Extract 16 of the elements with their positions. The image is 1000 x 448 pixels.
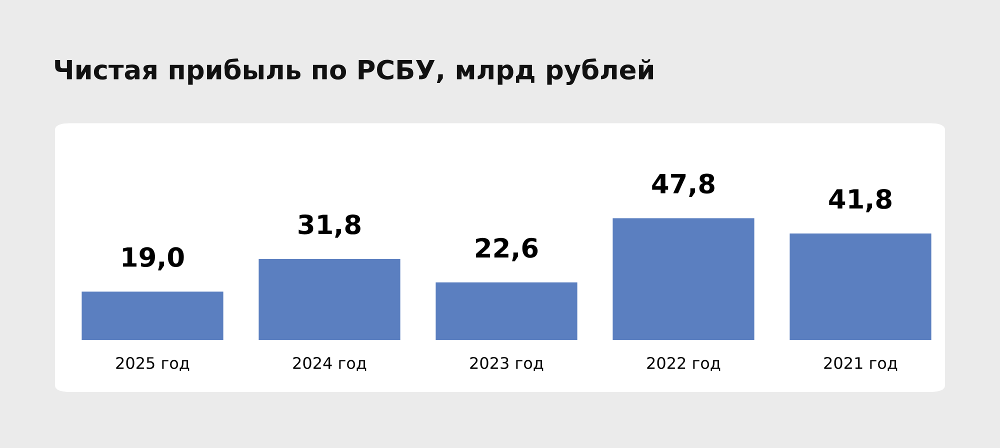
x-tick-label: 2021 год — [824, 356, 898, 372]
bar — [258, 258, 400, 340]
data-label: 31,8 — [298, 214, 360, 238]
data-label: 22,6 — [476, 238, 538, 262]
data-label: 19,0 — [122, 247, 184, 270]
bar — [82, 292, 224, 340]
data-label: 41,8 — [829, 188, 892, 212]
x-tick-label: 2023 год — [470, 356, 544, 372]
bar — [612, 218, 754, 340]
x-tick-label: 2025 год — [116, 356, 190, 372]
bar — [436, 282, 578, 340]
x-tick-label: 2024 год — [293, 356, 366, 372]
bar — [790, 233, 932, 340]
chart-title: Чистая прибыль по РСБУ, млрд рублей — [55, 58, 654, 85]
x-tick-label: 2022 год — [647, 356, 720, 372]
data-label: 47,8 — [652, 174, 714, 197]
